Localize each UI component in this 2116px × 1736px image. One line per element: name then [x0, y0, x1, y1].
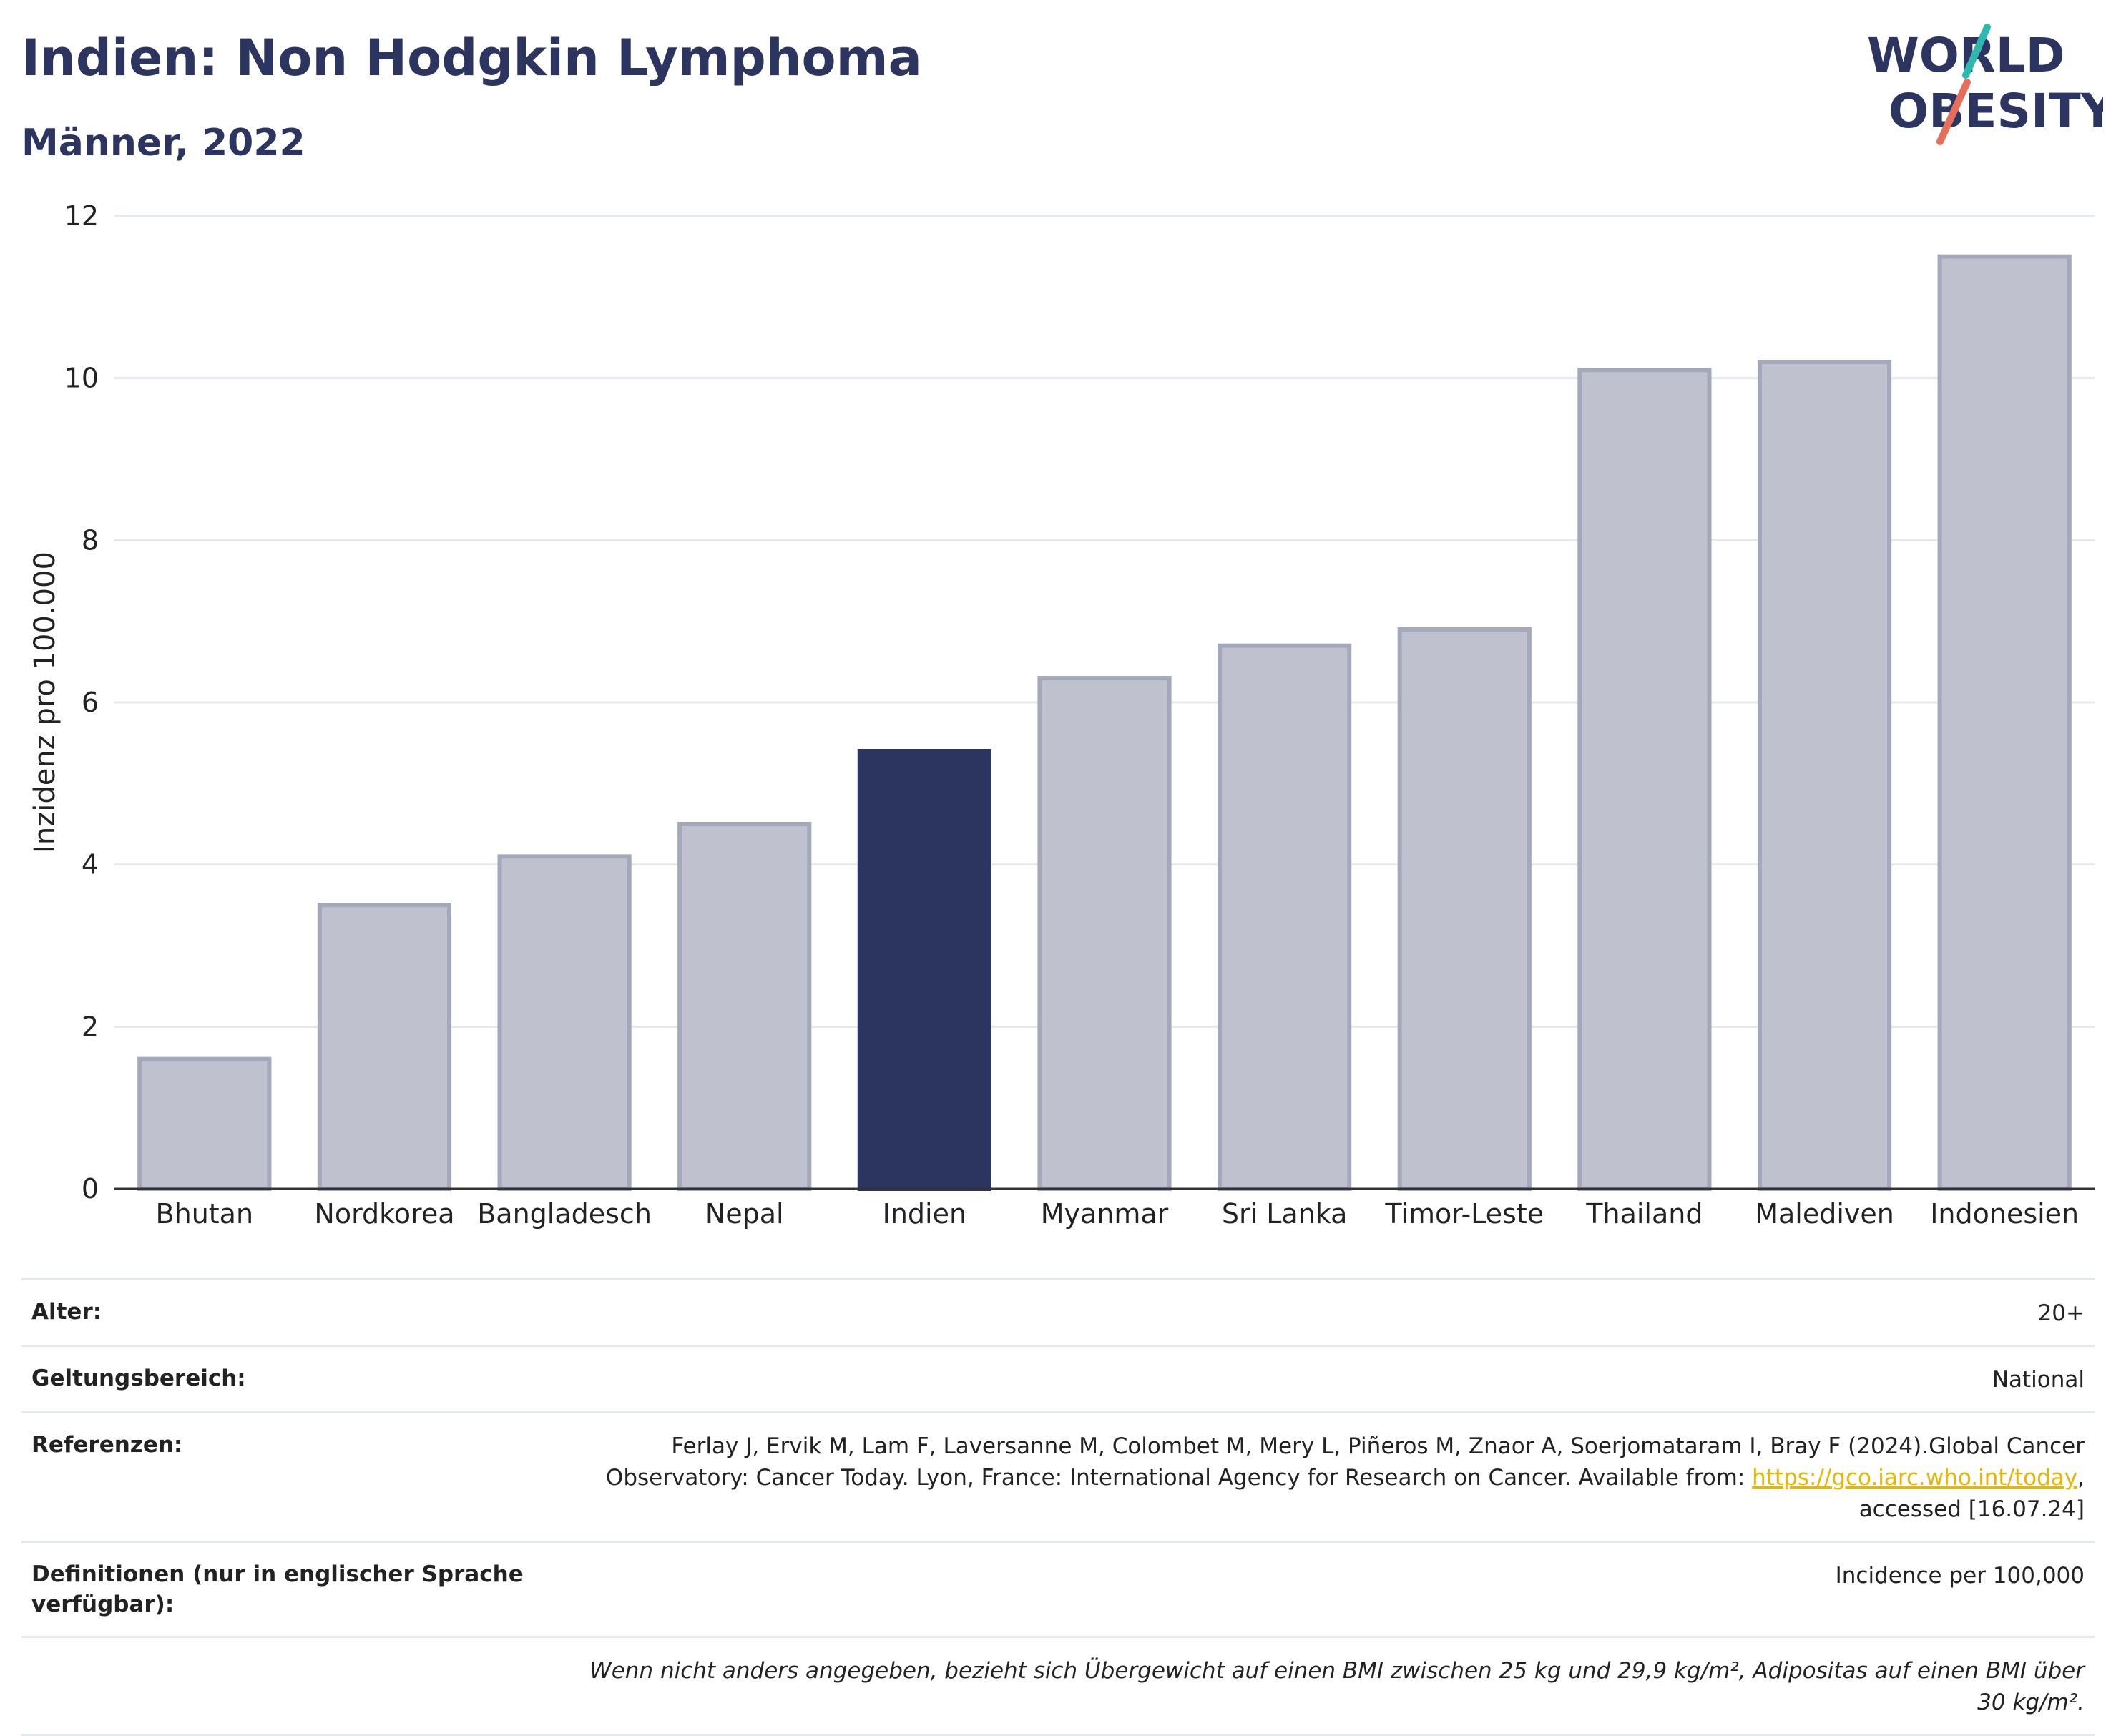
meta-row-note: Wenn nicht anders angegeben, bezieht sic…: [21, 1635, 2095, 1736]
age-label: Alter:: [31, 1299, 102, 1325]
x-tick-label: Indien: [883, 1198, 966, 1230]
x-tick-label: Bhutan: [156, 1198, 254, 1230]
bars: [137, 254, 2072, 1192]
references-label: Referenzen:: [31, 1432, 183, 1458]
y-tick-label: 8: [82, 524, 99, 556]
bar-thailand[interactable]: [1577, 368, 1712, 1191]
bar-myanmar[interactable]: [1037, 676, 1172, 1191]
meta-row-age: Alter: 20+: [21, 1278, 2095, 1345]
meta-row-definitions: Definitionen (nur in englischer Sprache …: [21, 1541, 2095, 1636]
x-tick-label: Indonesien: [1930, 1198, 2079, 1230]
bar-sri-lanka[interactable]: [1218, 643, 1352, 1191]
y-tick-label: 4: [82, 849, 99, 881]
references-value: Ferlay J, Ervik M, Lam F, Laversanne M, …: [582, 1431, 2085, 1525]
x-tick-label: Timor-Leste: [1384, 1198, 1544, 1230]
chart-subtitle: Männer, 2022: [21, 122, 305, 165]
references-text: Ferlay J, Ervik M, Lam F, Laversanne M, …: [605, 1433, 2085, 1491]
metadata-table: Alter: 20+ Geltungsbereich: National Ref…: [21, 1278, 2095, 1736]
definitions-label: Definitionen (nur in englischer Sprache …: [31, 1561, 524, 1617]
references-accessed: , accessed [16.07.24]: [1858, 1465, 2085, 1523]
chart-title: Indien: Non Hodgkin Lymphoma: [21, 29, 922, 87]
bar-indonesien[interactable]: [1937, 254, 2072, 1192]
x-tick-label: Bangladesch: [477, 1198, 652, 1230]
scope-value: National: [1992, 1367, 2085, 1393]
world-obesity-logo[interactable]: WORLD OBESITY: [1860, 21, 2103, 150]
y-tick-label: 0: [82, 1173, 99, 1205]
bar-malediven[interactable]: [1757, 360, 1892, 1191]
scope-label: Geltungsbereich:: [31, 1365, 246, 1392]
bar-nepal[interactable]: [677, 822, 812, 1191]
x-tick-label: Thailand: [1585, 1198, 1703, 1230]
y-tick-label: 10: [64, 363, 99, 394]
x-tick-label: Myanmar: [1041, 1198, 1169, 1230]
y-tick-label: 2: [82, 1011, 99, 1042]
logo-slash-coral: [1936, 79, 1971, 145]
x-tick-label: Nepal: [705, 1198, 784, 1230]
bar-timor-leste[interactable]: [1397, 627, 1532, 1191]
bar-bangladesch[interactable]: [497, 854, 632, 1191]
x-tick-label: Sri Lanka: [1222, 1198, 1348, 1230]
x-tick-label: Malediven: [1755, 1198, 1894, 1230]
meta-row-references: Referenzen: Ferlay J, Ervik M, Lam F, La…: [21, 1411, 2095, 1541]
y-axis-label: Inzidenz pro 100.000: [29, 551, 62, 853]
x-tick-label: Nordkorea: [314, 1198, 454, 1230]
logo-text-obesity: OBESITY: [1889, 84, 2103, 139]
y-tick-label: 6: [82, 687, 99, 718]
bmi-note: Wenn nicht anders angegeben, bezieht sic…: [589, 1657, 2085, 1715]
bar-chart: 0 2 4 6 8 10 12 Bhutan Nordkorea Bangladesch Nepal…: [29, 200, 2095, 1230]
age-value: 20+: [2037, 1300, 2085, 1326]
logo-slash-teal: [1962, 24, 1991, 79]
reference-link[interactable]: https://gco.iarc.who.int/today: [1752, 1465, 2078, 1491]
bar-bhutan[interactable]: [137, 1056, 272, 1191]
definitions-value: Incidence per 100,000: [1835, 1563, 2085, 1589]
bar-indien[interactable]: [857, 749, 991, 1191]
bar-nordkorea[interactable]: [317, 903, 452, 1191]
y-tick-label: 12: [64, 200, 99, 232]
tick-labels: 0 2 4 6 8 10 12 Bhutan Nordkorea Bangladesch Nepal…: [29, 200, 2079, 1230]
meta-row-scope: Geltungsbereich: National: [21, 1345, 2095, 1411]
